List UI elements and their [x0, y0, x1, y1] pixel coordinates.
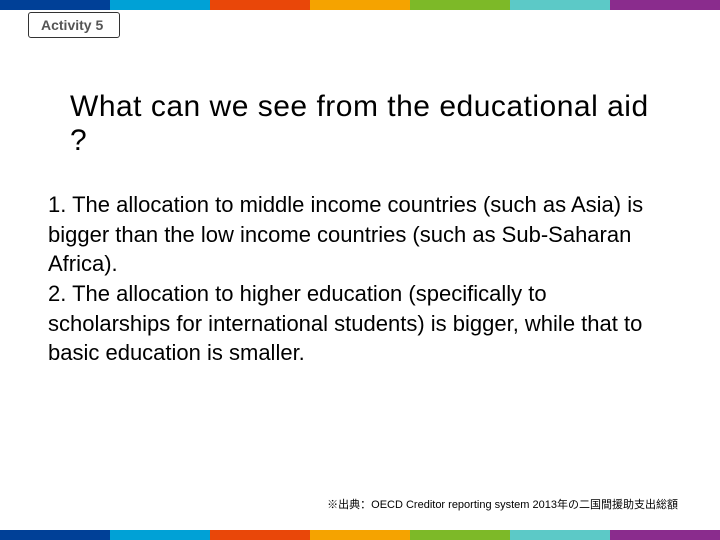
activity-tab-label: Activity 5: [41, 17, 103, 33]
stripe-seg-0: [0, 0, 110, 10]
stripe-seg-b6: [610, 530, 720, 540]
stripe-seg-4: [410, 0, 510, 10]
stripe-seg-3: [310, 0, 410, 10]
slide: Activity 5 What can we see from the educ…: [0, 0, 720, 540]
stripe-seg-b0: [0, 530, 110, 540]
footnote: ※出典：OECD Creditor reporting system 2013年…: [327, 496, 678, 512]
body-point-2: 2. The allocation to higher education (s…: [48, 279, 660, 368]
stripe-seg-b4: [410, 530, 510, 540]
stripe-seg-b5: [510, 530, 610, 540]
body-text: 1. The allocation to middle income count…: [48, 190, 660, 368]
slide-title: What can we see from the educational aid…: [70, 90, 660, 158]
stripe-seg-b1: [110, 530, 210, 540]
body-point-1: 1. The allocation to middle income count…: [48, 190, 660, 279]
stripe-seg-1: [110, 0, 210, 10]
stripe-seg-2: [210, 0, 310, 10]
stripe-seg-5: [510, 0, 610, 10]
stripe-seg-b3: [310, 530, 410, 540]
top-color-stripe: [0, 0, 720, 10]
stripe-seg-b2: [210, 530, 310, 540]
stripe-seg-6: [610, 0, 720, 10]
activity-tab: Activity 5: [28, 12, 120, 38]
bottom-color-stripe: [0, 530, 720, 540]
